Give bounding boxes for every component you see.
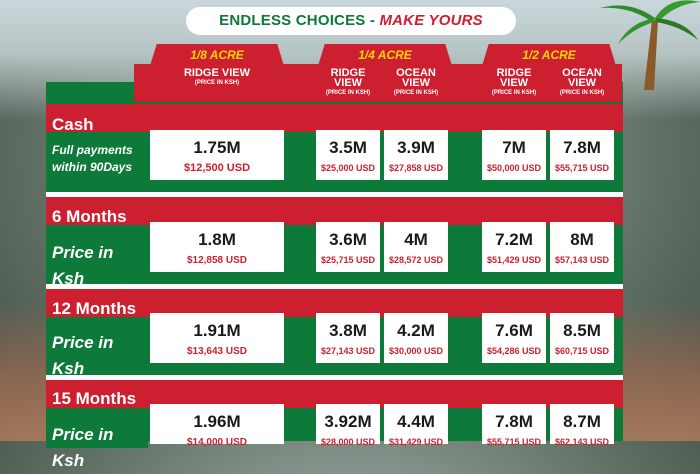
price-usd: $55,715 USD	[486, 437, 542, 447]
row-band-12-months	[46, 289, 623, 317]
view-sub: (PRICE IN KSH)	[559, 90, 605, 96]
price-cell: 4M $28,572 USD	[384, 222, 448, 272]
row-band-15-months	[46, 380, 623, 408]
plan-sub-15-months: Price in Ksh	[46, 422, 148, 470]
view-name: RIDGE VIEW	[330, 67, 366, 89]
price-cell: 7.8M $55,715 USD	[550, 130, 614, 180]
view-header-ridge-eighth: RIDGE VIEW (PRICE IN KSH)	[150, 64, 284, 102]
price-cell: 7.6M $54,286 USD	[482, 313, 546, 363]
price-usd: $14,000 USD	[186, 437, 248, 448]
price-usd: $55,715 USD	[554, 163, 610, 173]
plan-label-15-months: 15 Months	[52, 389, 137, 408]
price-cell: 1.8M $12,858 USD	[150, 222, 284, 272]
price-cell: 3.9M $27,858 USD	[384, 130, 448, 180]
price-ksh: 4.4M	[397, 412, 435, 431]
view-header-ridge-quarter: RIDGE VIEW (PRICE IN KSH)	[316, 64, 380, 102]
price-usd: $27,143 USD	[320, 346, 376, 356]
price-ksh: 8.5M	[563, 321, 601, 340]
plan-label-cash: Cash	[52, 115, 94, 134]
price-cell: 7.8M $55,715 USD	[482, 404, 546, 447]
price-ksh: 7.2M	[495, 230, 533, 249]
price-cell: 7.2M $51,429 USD	[482, 222, 546, 272]
price-usd: $13,643 USD	[186, 346, 248, 357]
price-usd: $25,000 USD	[320, 163, 376, 173]
price-usd: $54,286 USD	[486, 346, 542, 356]
price-cell: 3.92M $28,000 USD	[316, 404, 380, 447]
price-usd: $25,715 USD	[320, 255, 376, 265]
view-header-ocean-half: OCEAN VIEW (PRICE IN KSH)	[550, 64, 614, 102]
row-band-6-months	[46, 197, 623, 225]
price-ksh: 4M	[404, 230, 428, 249]
plan-sub-6-months: Price in Ksh	[46, 240, 148, 288]
price-usd: $28,572 USD	[388, 255, 444, 265]
view-sub: (PRICE IN KSH)	[491, 90, 537, 96]
price-cell: 1.96M $14,000 USD	[150, 404, 284, 448]
price-cell: 1.91M $13,643 USD	[150, 313, 284, 363]
view-sub: (PRICE IN KSH)	[325, 90, 371, 96]
price-cell: 3.6M $25,715 USD	[316, 222, 380, 272]
row-band-cash	[46, 104, 623, 132]
price-cell: 8M $57,143 USD	[550, 222, 614, 272]
price-cell: 8.7M $62,143 USD	[550, 404, 614, 447]
price-usd: $31,429 USD	[388, 437, 444, 447]
price-ksh: 1.96M	[193, 412, 241, 431]
view-name: OCEAN VIEW	[396, 67, 436, 89]
price-usd: $28,000 USD	[320, 437, 376, 447]
acre-tab-half: 1/2 ACRE	[482, 44, 616, 66]
price-usd: $60,715 USD	[554, 346, 610, 356]
price-usd: $12,858 USD	[186, 255, 248, 266]
price-ksh: 7.8M	[495, 412, 533, 431]
row-separator	[46, 375, 623, 380]
price-cell: 7M $50,000 USD	[482, 130, 546, 180]
view-sub: (PRICE IN KSH)	[194, 80, 240, 86]
price-usd: $62,143 USD	[554, 437, 610, 447]
price-cell: 8.5M $60,715 USD	[550, 313, 614, 363]
plan-label-6-months: 6 Months	[52, 207, 127, 226]
price-ksh: 1.91M	[193, 321, 241, 340]
plan-label-12-months: 12 Months	[52, 299, 137, 318]
price-ksh: 3.8M	[329, 321, 367, 340]
palm-tree-icon	[600, 0, 700, 90]
price-ksh: 7.6M	[495, 321, 533, 340]
banner-title-right: MAKE YOURS	[379, 12, 483, 29]
price-cell: 1.75M $12,500 USD	[150, 130, 284, 180]
plan-sub-cash: Full payments within 90Days	[46, 142, 148, 182]
price-ksh: 7.8M	[563, 138, 601, 157]
price-ksh: 3.9M	[397, 138, 435, 157]
price-ksh: 4.2M	[397, 321, 435, 340]
plan-sub-12-months: Price in Ksh	[46, 330, 148, 378]
price-ksh: 1.75M	[193, 138, 241, 157]
view-name: RIDGE VIEW	[496, 67, 532, 89]
acre-tab-quarter: 1/4 ACRE	[318, 44, 452, 66]
acre-tab-eighth: 1/8 ACRE	[150, 44, 284, 66]
view-header-ridge-half: RIDGE VIEW (PRICE IN KSH)	[482, 64, 546, 102]
banner-title-left: ENDLESS CHOICES -	[219, 12, 380, 29]
price-usd: $57,143 USD	[554, 255, 610, 265]
row-separator	[46, 284, 623, 289]
price-cell: 3.8M $27,143 USD	[316, 313, 380, 363]
price-ksh: 8M	[570, 230, 594, 249]
price-usd: $12,500 USD	[183, 162, 251, 174]
row-separator	[46, 192, 623, 197]
price-usd: $51,429 USD	[486, 255, 542, 265]
price-ksh: 3.6M	[329, 230, 367, 249]
view-name: RIDGE VIEW	[183, 67, 250, 79]
price-ksh: 8.7M	[563, 412, 601, 431]
price-ksh: 3.5M	[329, 138, 367, 157]
banner-title: ENDLESS CHOICES - MAKE YOURS	[186, 7, 516, 35]
price-usd: $30,000 USD	[388, 346, 444, 356]
price-cell: 4.2M $30,000 USD	[384, 313, 448, 363]
view-header-ocean-quarter: OCEAN VIEW (PRICE IN KSH)	[384, 64, 448, 102]
price-cell: 3.5M $25,000 USD	[316, 130, 380, 180]
price-ksh: 7M	[502, 138, 526, 157]
price-usd: $27,858 USD	[388, 163, 444, 173]
price-cell: 4.4M $31,429 USD	[384, 404, 448, 447]
view-name: OCEAN VIEW	[562, 67, 602, 89]
price-ksh: 3.92M	[324, 412, 372, 431]
header-corner	[46, 82, 132, 102]
price-usd: $50,000 USD	[486, 163, 542, 173]
price-ksh: 1.8M	[198, 230, 236, 249]
view-sub: (PRICE IN KSH)	[393, 90, 439, 96]
